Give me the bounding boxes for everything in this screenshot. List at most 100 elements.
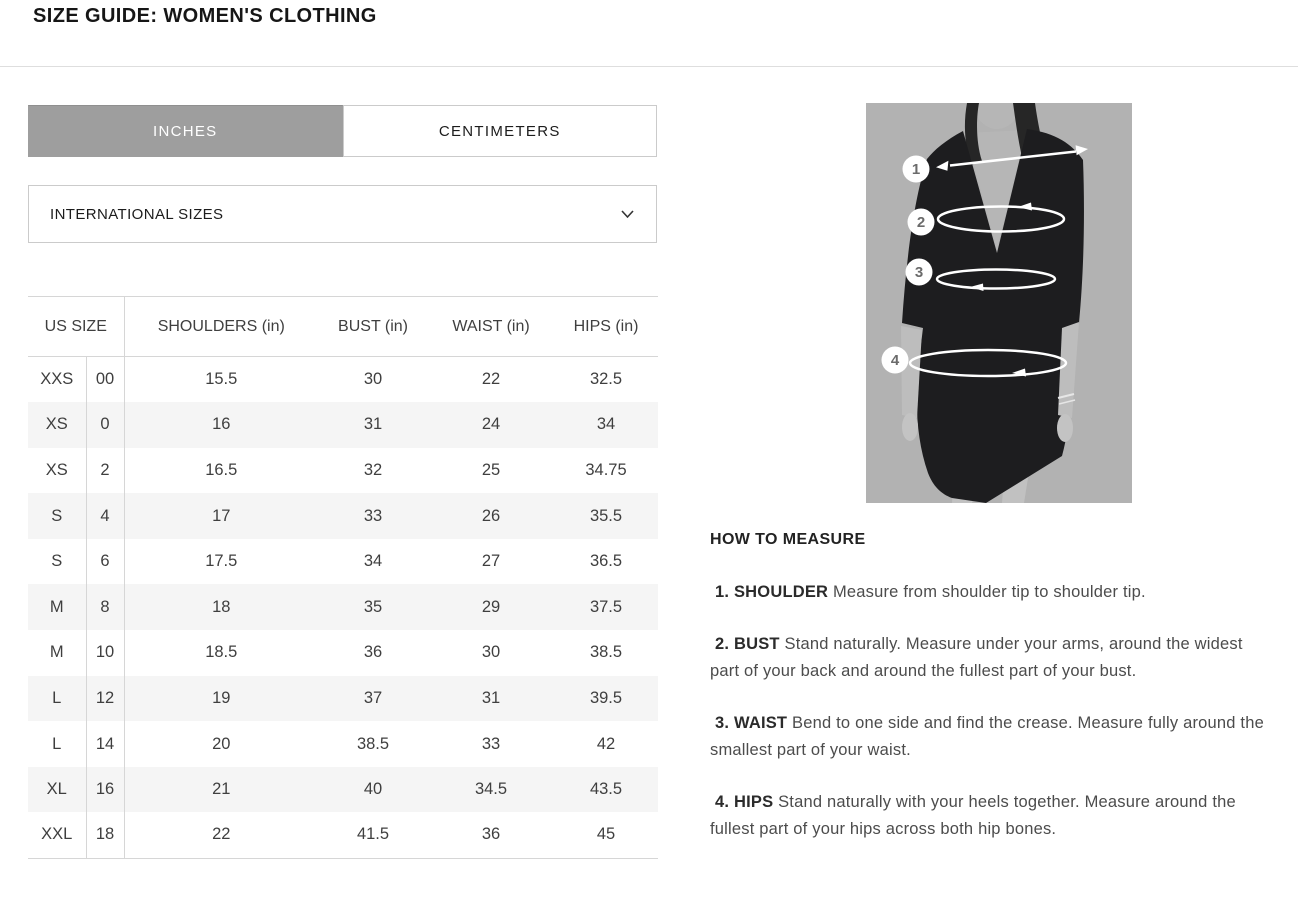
dress-silhouette: [902, 129, 1084, 503]
instruction-term: BUST: [733, 635, 780, 653]
cell-waist: 33: [481, 734, 501, 753]
header-divider: [0, 66, 1298, 67]
table-row: XS 2 16.5 32 25 34.75: [28, 447, 658, 494]
cell-waist: 34.5: [474, 780, 508, 799]
cell-size-number: 2: [86, 447, 125, 494]
cell-bust: 36: [363, 643, 383, 662]
table-row: M 10 18.5 36 30 38.5: [28, 630, 658, 676]
column-header-waist: WAIST (in): [428, 296, 555, 357]
cell-size-number: 10: [86, 630, 125, 676]
callout-2: 2: [917, 214, 925, 231]
cell-shoulders: 22: [124, 812, 319, 859]
cell-shoulders: 16.5: [205, 460, 238, 479]
instruction-term: HIPS: [733, 793, 774, 811]
cell-waist: 30: [481, 643, 501, 662]
cell-shoulders: 17: [212, 506, 231, 525]
cell-shoulders: 19: [212, 688, 231, 707]
size-table: US SIZE SHOULDERS (in) BUST (in) WAIST (…: [28, 296, 659, 859]
cell-bust: 38.5: [356, 734, 390, 753]
cell-size-letter: XXS: [28, 356, 87, 403]
cell-hips: 45: [554, 812, 659, 859]
cell-hips: 37.5: [589, 597, 623, 616]
table-row: XXL 18 22 41.5 36 45: [28, 812, 659, 859]
cell-waist: 24: [481, 415, 501, 434]
unit-tabs: INCHES CENTIMETERS: [28, 105, 657, 157]
cell-hips: 32.5: [589, 370, 623, 389]
cell-size-letter: S: [28, 493, 87, 539]
cell-bust: 32: [363, 460, 383, 479]
cell-shoulders: 21: [212, 780, 231, 799]
table-row: XL 16 21 40 34.5 43.5: [28, 766, 659, 813]
cell-bust: 35: [363, 597, 383, 616]
international-sizes-select[interactable]: INTERNATIONAL SIZES: [28, 185, 657, 243]
column-header-bust: BUST (in): [318, 296, 429, 357]
column-header-shoulders: SHOULDERS (in): [124, 296, 319, 357]
tab-centimeters[interactable]: CENTIMETERS: [342, 105, 657, 157]
cell-bust: 33: [363, 506, 383, 525]
instruction-text: Measure from shoulder tip to shoulder ti…: [832, 583, 1146, 601]
cell-size-number: 12: [86, 675, 125, 722]
cell-hips: 34.75: [585, 460, 627, 479]
cell-shoulders: 18: [212, 597, 231, 616]
cell-size-letter: XXL: [28, 812, 87, 859]
cell-size-number: 16: [86, 766, 125, 813]
instruction-text: Bend to one side and find the crease. Me…: [710, 714, 1264, 759]
instruction-term: SHOULDER: [733, 583, 829, 601]
cell-bust: 37: [363, 688, 383, 707]
callout-3: 3: [915, 264, 923, 281]
cell-size-letter: S: [28, 538, 87, 585]
measure-instruction: 1. SHOULDER Measure from shoulder tip to…: [710, 579, 1266, 606]
cell-waist: 29: [481, 597, 501, 616]
cell-size-number: 0: [86, 402, 125, 448]
instruction-term: WAIST: [733, 714, 788, 732]
table-row: M 8 18 35 29 37.5: [28, 584, 659, 631]
cell-hips: 42: [596, 734, 616, 753]
cell-size-number: 6: [86, 538, 125, 585]
cell-size-number: 00: [86, 356, 125, 403]
cell-bust: 41.5: [318, 812, 429, 859]
cell-size-number: 14: [86, 721, 125, 767]
column-header-hips: HIPS (in): [554, 296, 659, 357]
cell-size-number: 18: [86, 812, 125, 859]
cell-size-letter: M: [28, 630, 87, 676]
cell-shoulders: 15.5: [205, 370, 238, 389]
table-row: XXS 00 15.5 30 22 32.5: [28, 356, 658, 403]
cell-size-letter: XS: [28, 402, 87, 448]
measure-instruction: 4. HIPS Stand naturally with your heels …: [710, 789, 1266, 843]
cell-shoulders: 17.5: [205, 552, 238, 571]
cell-size-number: 8: [86, 584, 125, 631]
page-title: SIZE GUIDE: WOMEN'S CLOTHING: [33, 5, 377, 27]
tab-inches[interactable]: INCHES: [28, 105, 343, 157]
cell-bust: 30: [363, 370, 383, 389]
table-row: XS 0 16 31 24 34: [28, 402, 659, 448]
cell-bust: 34: [363, 552, 383, 571]
instruction-text: Stand naturally. Measure under your arms…: [710, 635, 1243, 680]
table-row: L 12 19 37 31 39.5: [28, 675, 659, 722]
cell-waist: 31: [481, 688, 501, 707]
cell-waist: 25: [481, 460, 501, 479]
measure-instruction: 3. WAIST Bend to one side and find the c…: [710, 710, 1266, 764]
cell-shoulders: 18.5: [205, 643, 238, 662]
instruction-number: 1.: [715, 583, 730, 601]
cell-shoulders: 16: [212, 415, 231, 434]
chevron-down-icon: [621, 210, 634, 219]
instruction-number: 4.: [715, 793, 730, 811]
cell-size-letter: L: [28, 675, 87, 722]
cell-hips: 43.5: [589, 780, 623, 799]
cell-size-letter: M: [28, 584, 87, 631]
how-to-measure-heading: HOW TO MEASURE: [710, 531, 866, 548]
cell-hips: 35.5: [589, 506, 623, 525]
cell-waist: 36: [428, 812, 555, 859]
cell-bust: 40: [363, 780, 383, 799]
cell-size-letter: XS: [28, 447, 87, 494]
measure-instruction: 2. BUST Stand naturally. Measure under y…: [710, 631, 1266, 685]
cell-waist: 26: [481, 506, 501, 525]
cell-hips: 34: [596, 415, 616, 434]
column-header-us-size: US SIZE: [28, 296, 125, 357]
table-row: L 14 20 38.5 33 42: [28, 721, 658, 767]
table-row: S 6 17.5 34 27 36.5: [28, 538, 658, 585]
instruction-number: 3.: [715, 714, 730, 732]
cell-hips: 38.5: [589, 643, 623, 662]
cell-size-letter: L: [28, 721, 87, 767]
instruction-number: 2.: [715, 635, 730, 653]
